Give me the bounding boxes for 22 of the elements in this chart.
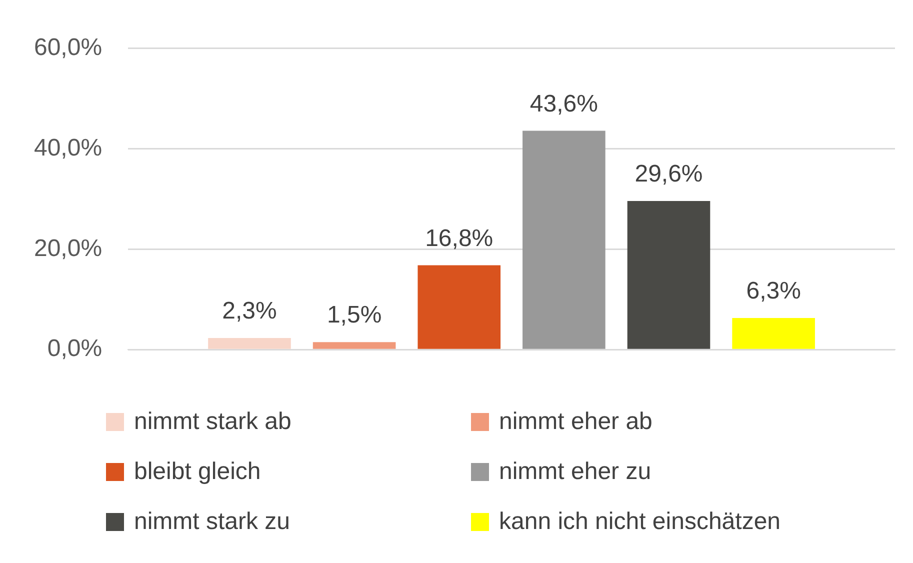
bar [312,342,396,349]
bar [732,318,815,349]
bar [627,201,710,349]
legend-label: nimmt eher zu [499,458,652,486]
legend-label: nimmt stark ab [134,408,292,436]
y-tick-label: 20,0% [34,234,102,262]
legend-label: nimmt stark zu [134,508,290,536]
data-label: 2,3% [222,298,277,325]
bar [208,338,291,349]
data-label: 43,6% [530,90,598,118]
data-label: 1,5% [326,302,382,329]
legend-label: kann ich nicht einschätzen [499,508,781,536]
y-tick-label: 60,0% [34,34,102,62]
bar [522,130,606,349]
legend-label: nimmt eher ab [499,408,652,436]
y-tick-label: 0,0% [47,335,102,362]
bar [418,265,501,349]
data-label: 6,3% [746,278,801,305]
legend-label: bleibt gleich [134,458,261,486]
data-label: 29,6% [634,160,703,188]
data-label: 16,8% [425,224,494,252]
y-tick-label: 40,0% [34,134,102,162]
